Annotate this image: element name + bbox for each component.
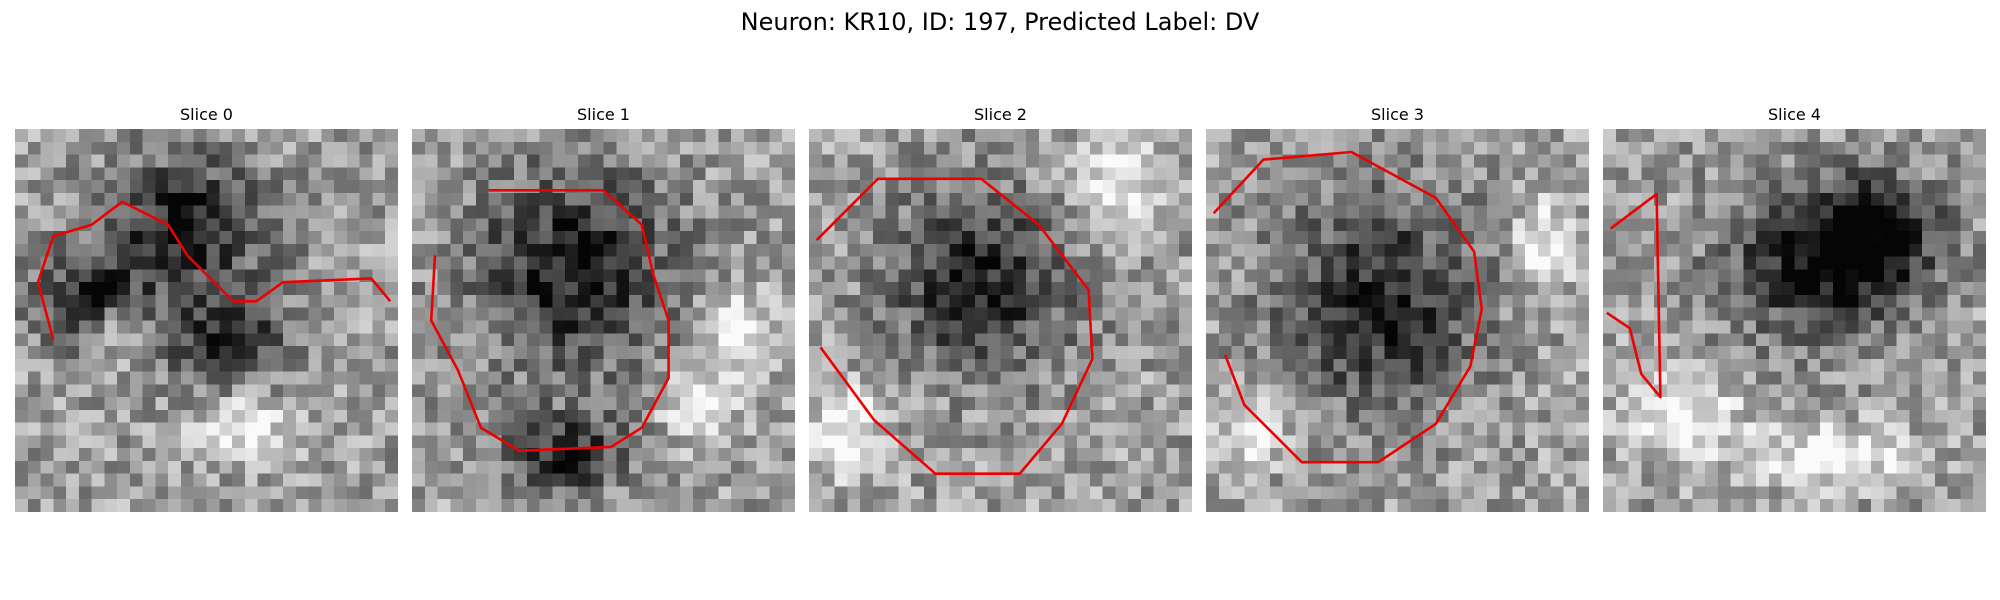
slice-panel-2: Slice 2 <box>809 105 1192 512</box>
pixel-grid <box>412 129 795 512</box>
slice-image <box>1206 129 1589 512</box>
slice-panel-0: Slice 0 <box>15 105 398 512</box>
slice-title: Slice 3 <box>1371 105 1424 124</box>
pixel-grid <box>1603 129 1986 512</box>
slice-panel-4: Slice 4 <box>1603 105 1986 512</box>
slice-image <box>412 129 795 512</box>
pixel-grid <box>15 129 398 512</box>
contour-line <box>1212 150 1484 464</box>
slice-title: Slice 2 <box>974 105 1027 124</box>
contour-line <box>1606 192 1662 399</box>
contour-line <box>429 188 670 453</box>
pixel-grid <box>1206 129 1589 512</box>
slice-title: Slice 0 <box>180 105 233 124</box>
pixel-grid <box>809 129 1192 512</box>
contour-line <box>36 200 392 341</box>
slice-title: Slice 1 <box>577 105 630 124</box>
figure-title: Neuron: KR10, ID: 197, Predicted Label: … <box>740 8 1260 36</box>
contour-line <box>815 177 1094 476</box>
slice-image <box>809 129 1192 512</box>
slice-panel-3: Slice 3 <box>1206 105 1589 512</box>
slice-panel-1: Slice 1 <box>412 105 795 512</box>
slice-image <box>1603 129 1986 512</box>
slice-image <box>15 129 398 512</box>
slice-title: Slice 4 <box>1768 105 1821 124</box>
